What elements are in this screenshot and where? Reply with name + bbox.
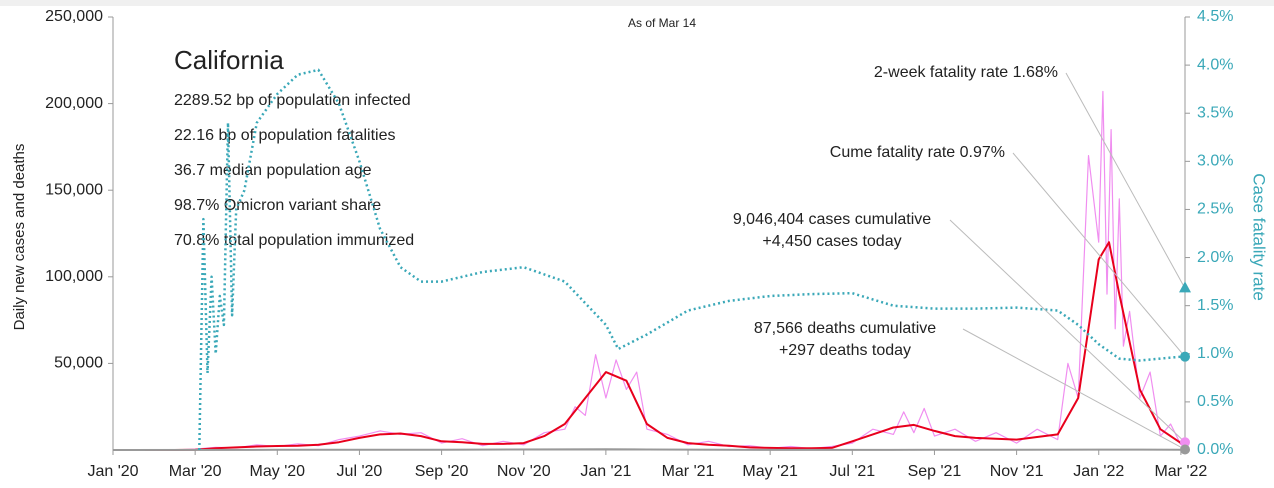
y2-tick-label: 2.5% xyxy=(1197,201,1233,218)
annotation-text: 87,566 deaths cumulative xyxy=(754,320,936,337)
info-line: 36.7 median population age xyxy=(174,162,372,179)
leader-line xyxy=(1012,152,1186,357)
end-marker xyxy=(1180,444,1190,455)
series-line xyxy=(113,90,1182,451)
annotation-text: +4,450 cases today xyxy=(762,233,901,250)
info-line: 22.16 bp of population fatalities xyxy=(174,127,396,144)
series-line xyxy=(112,448,1181,451)
x-tick-label: May '20 xyxy=(250,463,306,480)
x-tick-label: May '21 xyxy=(742,463,798,480)
y2-tick-label: 0.0% xyxy=(1197,441,1233,458)
y2-tick-label: 2.0% xyxy=(1197,249,1233,266)
y-tick-label: 100,000 xyxy=(45,268,103,285)
y-tick-label: 250,000 xyxy=(45,8,103,25)
x-tick-label: Jul '20 xyxy=(337,463,383,480)
annotation-text: +297 deaths today xyxy=(779,342,911,359)
x-tick-label: Nov '20 xyxy=(497,463,551,480)
y-axis-label: Daily new cases and deaths xyxy=(11,144,28,331)
leader-line xyxy=(962,328,1186,450)
end-marker xyxy=(1180,351,1190,362)
x-tick-label: Sep '21 xyxy=(908,463,962,480)
x-tick-label: Sep '20 xyxy=(415,463,469,480)
x-tick-label: Mar '20 xyxy=(169,463,222,480)
y2-tick-label: 4.5% xyxy=(1197,8,1233,25)
info-line: 98.7% Omicron variant share xyxy=(174,197,381,214)
note: As of Mar 14 xyxy=(628,16,696,30)
end-marker xyxy=(1180,437,1190,448)
x-tick-label: Jan '21 xyxy=(580,463,631,480)
series-line xyxy=(113,241,1182,451)
leader-line xyxy=(949,219,1186,443)
x-tick-label: Jan '22 xyxy=(1073,463,1124,480)
y2-tick-label: 1.0% xyxy=(1197,345,1233,362)
annotation-text: 9,046,404 cases cumulative xyxy=(733,211,931,228)
top-band xyxy=(0,0,1274,6)
annotation-text: 2-week fatality rate 1.68% xyxy=(874,64,1058,81)
x-tick-label: Mar '22 xyxy=(1154,463,1207,480)
x-tick-label: Nov '21 xyxy=(990,463,1044,480)
y2-tick-label: 1.5% xyxy=(1197,297,1233,314)
annotation-text: Cume fatality rate 0.97% xyxy=(830,144,1005,161)
y2-tick-label: 3.5% xyxy=(1197,104,1233,121)
leader-line xyxy=(1065,72,1186,289)
x-tick-label: Jul '21 xyxy=(829,463,875,480)
x-tick-label: Mar '21 xyxy=(662,463,715,480)
series-line xyxy=(198,68,1182,451)
y2-tick-label: 4.0% xyxy=(1197,56,1233,73)
info-title: California xyxy=(174,45,284,75)
info-line: 2289.52 bp of population infected xyxy=(174,92,411,109)
y2-tick-label: 3.0% xyxy=(1197,153,1233,170)
y-tick-label: 150,000 xyxy=(45,181,103,198)
info-line: 70.8% total population immunized xyxy=(174,232,414,249)
x-tick-label: Jan '20 xyxy=(87,463,138,480)
y-tick-label: 50,000 xyxy=(54,355,103,372)
y2-axis-label: Case fatality rate xyxy=(1250,173,1269,301)
y-tick-label: 200,000 xyxy=(45,95,103,112)
end-marker xyxy=(1179,281,1191,293)
y2-tick-label: 0.5% xyxy=(1197,393,1233,410)
